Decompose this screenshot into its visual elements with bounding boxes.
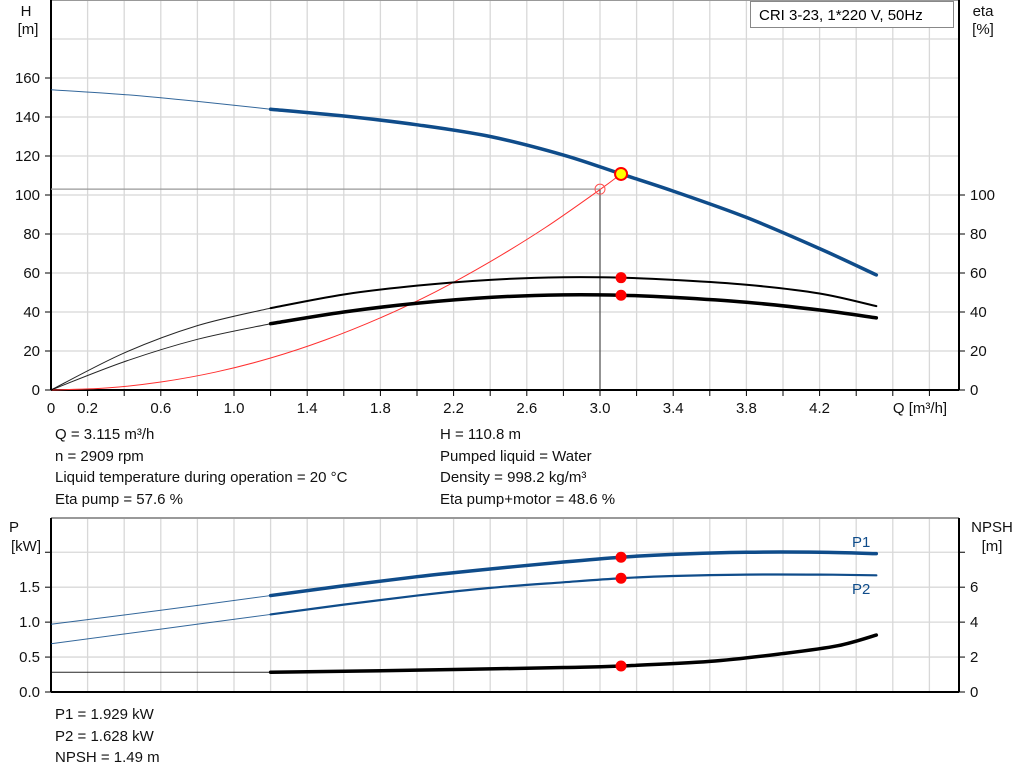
series-P2 <box>269 573 878 616</box>
x-axis-label: Q [m³/h] <box>893 400 947 417</box>
axis-labels: H [m] eta [%] Q [m³/h] P [kW] NPSH [m] P… <box>9 3 1013 701</box>
series-P1 <box>268 550 879 598</box>
info-q: Q = 3.115 m³/h <box>55 426 155 443</box>
chart-marks <box>50 89 879 675</box>
y-right-tick-label: 60 <box>970 265 987 282</box>
y-right-tick-label: 0 <box>970 382 978 399</box>
x-tick-label: 1.0 <box>224 400 245 417</box>
y-left-tick-label: 20 <box>23 343 40 360</box>
x-tick-label: 0.2 <box>77 400 98 417</box>
info-npsh: NPSH = 1.49 m <box>55 749 160 766</box>
x-tick-label: 1.8 <box>370 400 391 417</box>
x-tick-label: 4.2 <box>809 400 830 417</box>
series-H-extrapolated <box>50 89 271 110</box>
duty-point-head-marker <box>614 166 629 181</box>
y-right-tick-label: 80 <box>970 226 987 243</box>
x-tick-label: 0.6 <box>150 400 171 417</box>
series-system-curve <box>50 173 622 391</box>
y-left-tick-label: 80 <box>23 226 40 243</box>
y-right-name-bottom: NPSH <box>971 519 1013 536</box>
y-right-tick-label: 100 <box>970 187 995 204</box>
y-left-unit-top: [m] <box>18 21 39 38</box>
pump-legend-box: CRI 3-23, 1*220 V, 50Hz <box>750 1 954 28</box>
series-NPSH <box>268 633 879 675</box>
info-density: Density = 998.2 kg/m³ <box>440 469 587 486</box>
series-label-p2: P2 <box>852 581 870 598</box>
info-eta-total: Eta pump+motor = 48.6 % <box>440 490 616 508</box>
duty-point-p2-marker <box>615 572 627 584</box>
y-right-tick-label: 20 <box>970 343 987 360</box>
info-head: H = 110.8 m <box>440 426 522 443</box>
y-right-tick-label: 40 <box>970 304 987 321</box>
info-liquid-temp: Liquid temperature during operation = 20… <box>55 469 348 486</box>
top-grid <box>45 0 965 396</box>
y-left-tick-label: 1.0 <box>19 614 40 631</box>
x-tick-label: 0 <box>47 400 55 417</box>
y-left-tick-label: 120 <box>15 148 40 165</box>
series-eta-pump-extrapolated <box>50 307 271 391</box>
x-tick-label: 2.2 <box>443 400 464 417</box>
y-left-tick-label: 1.5 <box>19 579 40 596</box>
duty-point-eta-total-marker <box>615 289 627 301</box>
y-left-tick-label: 140 <box>15 109 40 126</box>
y-left-tick-label: 0.0 <box>19 684 40 701</box>
info-pumped-liquid: Pumped liquid = Water <box>440 447 592 465</box>
info-bottom: P1 = 1.929 kW P2 = 1.628 kW NPSH = 1.49 … <box>55 704 160 769</box>
x-tick-label: 3.8 <box>736 400 757 417</box>
y-left-unit-bottom: [kW] <box>11 538 41 555</box>
y-left-tick-label: 100 <box>15 187 40 204</box>
y-right-tick-label: 4 <box>970 614 978 631</box>
y-left-tick-label: 0 <box>32 382 40 399</box>
info-top-left: Q = 3.115 m³/h n = 2909 rpm Liquid tempe… <box>55 424 347 510</box>
series-eta-pump-motor-extrapolated <box>50 323 271 391</box>
y-right-unit-top: [%] <box>972 21 994 38</box>
required-point-marker <box>594 183 606 195</box>
y-left-name-bottom: P <box>9 519 19 536</box>
series-label-p1: P1 <box>852 534 870 551</box>
info-top-right: H = 110.8 m Pumped liquid = Water Densit… <box>440 424 615 510</box>
y-right-name-top: eta <box>973 3 995 20</box>
y-left-tick-label: 0.5 <box>19 649 40 666</box>
x-tick-label: 3.4 <box>663 400 684 417</box>
y-right-tick-label: 6 <box>970 579 978 596</box>
y-right-tick-label: 0 <box>970 684 978 701</box>
series-eta-pump <box>269 276 878 310</box>
series-P1-extrapolated <box>50 595 271 625</box>
y-left-name-top: H <box>21 3 32 20</box>
y-left-tick-label: 40 <box>23 304 40 321</box>
y-right-unit-bottom: [m] <box>982 538 1003 555</box>
x-tick-label: 2.6 <box>516 400 537 417</box>
bottom-grid <box>45 517 965 693</box>
y-right-tick-label: 2 <box>970 649 978 666</box>
info-speed: n = 2909 rpm <box>55 447 144 465</box>
series-H <box>268 107 879 277</box>
x-tick-label: 3.0 <box>590 400 611 417</box>
y-left-tick-label: 160 <box>15 70 40 87</box>
duty-point-npsh-marker <box>615 660 627 672</box>
duty-point-p1-marker <box>615 551 627 563</box>
info-eta-pump: Eta pump = 57.6 % <box>55 490 183 508</box>
info-p2: P2 = 1.628 kW <box>55 727 154 745</box>
y-left-tick-label: 60 <box>23 265 40 282</box>
info-p1: P1 = 1.929 kW <box>55 706 154 723</box>
x-tick-label: 1.4 <box>297 400 318 417</box>
duty-point-eta-pump-marker <box>615 272 627 284</box>
series-eta-pump-motor <box>268 292 879 326</box>
series-P2-extrapolated <box>50 613 271 645</box>
